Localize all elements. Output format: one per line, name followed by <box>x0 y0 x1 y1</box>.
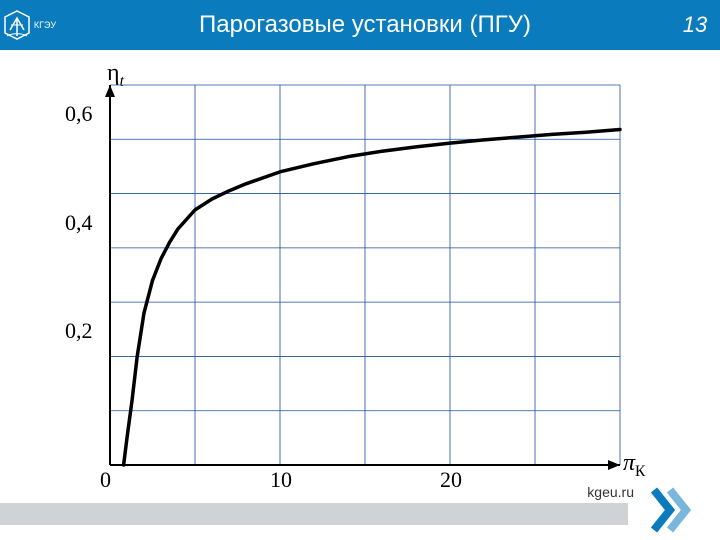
logo: КГЭУ <box>0 0 60 50</box>
footer-url: kgeu.ru <box>587 484 634 500</box>
slide-title: Парогазовые установки (ПГУ) <box>60 11 670 39</box>
slide-number: 13 <box>670 12 720 38</box>
xtick-label: 20 <box>440 467 462 493</box>
ytick-label: 0,4 <box>65 210 93 236</box>
xtick-label: 0 <box>100 467 111 493</box>
footer-chevron-icon <box>650 486 698 534</box>
slide-header: КГЭУ Парогазовые установки (ПГУ) 13 <box>0 0 720 50</box>
x-axis-label: πК <box>623 450 645 481</box>
chart <box>110 85 620 465</box>
footer-bar <box>0 503 628 525</box>
ytick-label: 0,2 <box>65 318 93 344</box>
ytick-label: 0,6 <box>65 101 93 127</box>
logo-text: КГЭУ <box>34 21 56 30</box>
xtick-label: 10 <box>270 467 292 493</box>
